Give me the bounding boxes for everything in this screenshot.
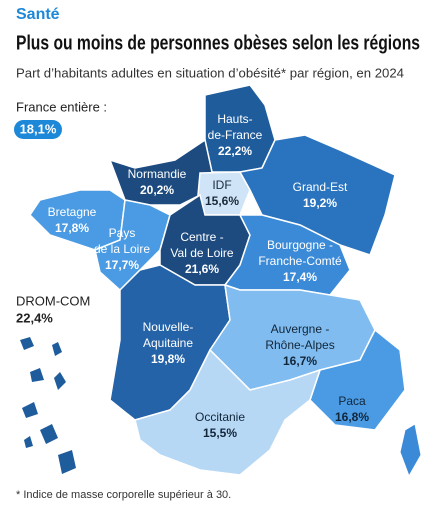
region-name: Pays xyxy=(109,226,136,240)
region-shape xyxy=(134,348,322,476)
map: Hauts-de-France 22,2% Normandie 20,2% IDF 15,… xyxy=(29,84,406,476)
france-label: France entière : xyxy=(16,99,107,114)
region-name: Centre - xyxy=(180,230,223,244)
drom-islands xyxy=(20,337,76,474)
region-name: Auvergne - xyxy=(271,322,330,336)
region-name: Aquitaine xyxy=(143,336,193,350)
region-value: 15,6% xyxy=(205,194,239,208)
region-value: 21,6% xyxy=(185,262,219,276)
region-name: Occitanie xyxy=(195,410,245,424)
region-name: Val de Loire xyxy=(170,246,233,260)
france-value: 18,1% xyxy=(20,121,57,136)
region-shape xyxy=(29,189,126,251)
region-value: 16,8% xyxy=(335,410,369,424)
region-value: 16,7% xyxy=(283,354,317,368)
title: Plus ou moins de personnes obèses selon … xyxy=(16,32,420,54)
region-name: de-France xyxy=(208,128,263,142)
region-name: Paca xyxy=(338,394,366,408)
footnote: * Indice de masse corporelle supérieur à… xyxy=(16,489,231,501)
region-name: Rhône-Alpes xyxy=(265,338,334,352)
region-value: 17,7% xyxy=(105,258,139,272)
region-value: 19,2% xyxy=(303,196,337,210)
france-pill xyxy=(14,120,62,139)
region-name: Nouvelle- xyxy=(143,320,194,334)
region-name: Hauts- xyxy=(217,112,252,126)
corse xyxy=(399,423,422,478)
subtitle: Part d’habitants adultes en situation d’… xyxy=(16,65,404,80)
region-value: 19,8% xyxy=(151,352,185,366)
region-value: 17,8% xyxy=(55,221,89,235)
drom-label: DROM-COM xyxy=(16,293,90,308)
region-name: Franche-Comté xyxy=(258,254,342,268)
kicker: Santé xyxy=(16,6,60,23)
region-value: 15,5% xyxy=(203,426,237,440)
region-name: Normandie xyxy=(128,167,187,181)
region-shape xyxy=(309,328,406,431)
region-name: de la Loire xyxy=(94,242,150,256)
drom-value: 22,4% xyxy=(16,310,53,325)
region-value: 22,2% xyxy=(218,144,252,158)
region-shape xyxy=(238,134,396,256)
region-value: 20,2% xyxy=(140,183,174,197)
region-name: Bourgogne - xyxy=(267,238,333,252)
region-value: 17,4% xyxy=(283,270,317,284)
region-name: Bretagne xyxy=(48,205,97,219)
region-name: Grand-Est xyxy=(293,180,348,194)
region-name: IDF xyxy=(212,178,231,192)
